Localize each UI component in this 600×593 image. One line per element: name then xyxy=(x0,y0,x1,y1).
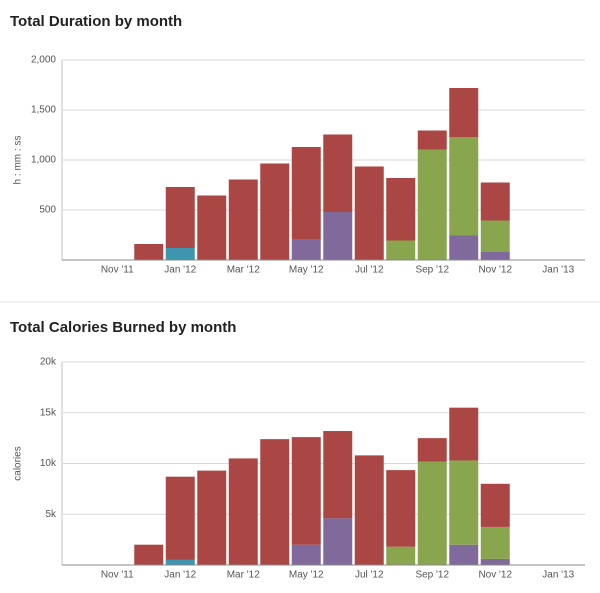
x-tick-label: May '12 xyxy=(289,265,324,276)
x-tick-label: Nov '11 xyxy=(101,265,134,276)
bar-segment xyxy=(291,239,321,260)
bar-segment xyxy=(323,212,353,260)
bar-segment xyxy=(323,431,353,519)
y-tick-label: 15k xyxy=(40,407,57,418)
y-tick-label: 10k xyxy=(40,458,57,469)
bar-segment xyxy=(260,439,290,565)
bar-segment xyxy=(165,476,195,560)
bar-segment xyxy=(354,455,384,565)
bar-segment xyxy=(323,518,353,565)
y-axis-label: calories xyxy=(13,446,24,480)
bar-segment xyxy=(165,187,195,248)
bar-segment xyxy=(260,163,290,260)
bar-segment xyxy=(480,483,510,527)
bar-segment xyxy=(417,130,447,150)
bar-segment xyxy=(291,544,321,565)
bar-segment xyxy=(480,220,510,252)
bar-segment xyxy=(228,179,258,260)
x-tick-label: Sep '12 xyxy=(415,570,449,581)
bar-segment xyxy=(134,244,164,260)
bar-segment xyxy=(291,437,321,545)
bar-segment xyxy=(417,149,447,260)
bar-segment xyxy=(165,248,195,260)
bar-segment xyxy=(165,559,195,565)
bar-segment xyxy=(480,558,510,565)
y-axis-label: h : mm : ss xyxy=(13,136,24,185)
bar-segment xyxy=(386,470,416,547)
x-tick-label: Jan '13 xyxy=(542,570,574,581)
y-tick-label: 2,000 xyxy=(31,55,56,66)
bar-segment xyxy=(291,147,321,239)
bar-segment xyxy=(228,458,258,565)
bar-segment xyxy=(449,460,479,545)
x-tick-label: Mar '12 xyxy=(227,265,260,276)
chart-title: Total Duration by month xyxy=(10,13,182,30)
y-tick-label: 1,000 xyxy=(31,155,56,166)
x-tick-label: Jul '12 xyxy=(355,265,384,276)
x-tick-label: May '12 xyxy=(289,570,324,581)
bar-segment xyxy=(449,544,479,565)
x-tick-label: Jan '13 xyxy=(542,265,574,276)
x-tick-label: Sep '12 xyxy=(415,265,449,276)
x-tick-label: Nov '12 xyxy=(478,570,512,581)
chart-title: Total Calories Burned by month xyxy=(10,319,236,336)
x-tick-label: Nov '12 xyxy=(478,265,512,276)
x-tick-label: Jan '12 xyxy=(164,265,196,276)
y-tick-label: 20k xyxy=(40,357,57,368)
bar-segment xyxy=(480,182,510,221)
x-tick-label: Mar '12 xyxy=(227,570,260,581)
bar-segment xyxy=(134,544,164,565)
bar-segment xyxy=(417,438,447,462)
bar-segment xyxy=(386,178,416,241)
y-tick-label: 5k xyxy=(45,509,57,520)
bar-segment xyxy=(386,546,416,565)
bar-segment xyxy=(197,470,227,565)
y-tick-label: 500 xyxy=(39,205,56,216)
bar-segment xyxy=(449,235,479,260)
bar-segment xyxy=(386,240,416,260)
x-tick-label: Nov '11 xyxy=(101,570,134,581)
bar-segment xyxy=(323,134,353,212)
x-tick-label: Jan '12 xyxy=(164,570,196,581)
bar-segment xyxy=(417,461,447,565)
x-tick-label: Jul '12 xyxy=(355,570,384,581)
bar-segment xyxy=(449,137,479,236)
bar-segment xyxy=(449,88,479,137)
y-tick-label: 1,500 xyxy=(31,105,56,116)
bar-segment xyxy=(449,407,479,461)
bar-segment xyxy=(480,526,510,559)
bar-segment xyxy=(354,166,384,260)
bar-segment xyxy=(480,252,510,260)
bar-segment xyxy=(197,195,227,260)
